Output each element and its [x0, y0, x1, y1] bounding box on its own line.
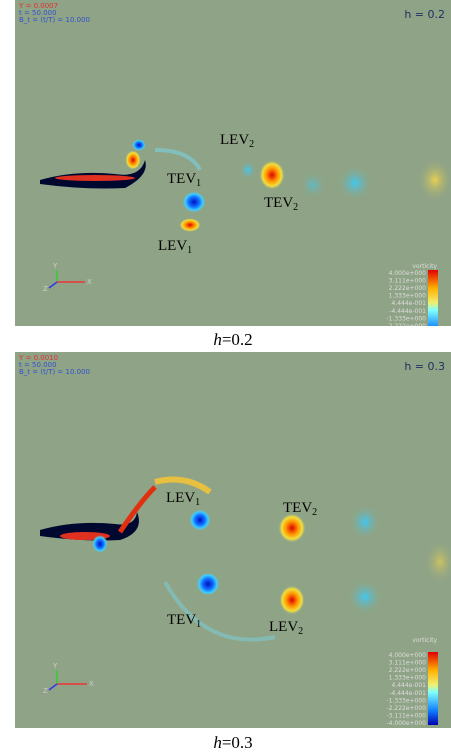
axis-letter: Y	[52, 262, 58, 270]
colorbar-label: -4.000e+000	[386, 720, 426, 727]
label-subscript: 2	[293, 202, 298, 213]
label-subscript: 2	[249, 139, 254, 150]
colorbar-label: -1.333e+000	[386, 315, 426, 322]
label-text: TEV	[283, 500, 312, 516]
label-text: TEV	[264, 195, 293, 211]
caption-value: =0.2	[221, 330, 253, 349]
axis-letter: Z	[43, 687, 48, 695]
colorbar-label: 2.222e+000	[389, 667, 427, 674]
colorbar-label: 1.333e+000	[389, 675, 427, 682]
caption-var: h	[213, 733, 222, 752]
header-line: Y = 0.0007	[18, 2, 58, 10]
colorbar-label: -4.444e-001	[389, 308, 426, 315]
vortex-label: TEV1	[167, 171, 201, 189]
axis-letter: Y	[52, 662, 58, 670]
vortex-label: TEV1	[167, 612, 201, 630]
caption: h=0.2	[15, 330, 451, 350]
vortex-label: LEV2	[269, 619, 303, 637]
h-label: h = 0.3	[404, 360, 445, 373]
label-text: LEV	[269, 619, 298, 635]
axis-letter: X	[87, 278, 92, 286]
label-subscript: 2	[298, 626, 303, 637]
label-subscript: 1	[196, 178, 201, 189]
label-subscript: 2	[312, 507, 317, 518]
h-label: h = 0.2	[404, 8, 445, 21]
label-text: LEV	[220, 132, 249, 148]
colorbar-title: vorticity	[412, 637, 437, 644]
colorbar-label: 2.222e+000	[389, 285, 427, 292]
colorbar-label: 4.000e+000	[389, 270, 427, 277]
caption: h=0.3	[15, 733, 451, 753]
colorbar-label: 4.000e+000	[389, 652, 427, 659]
caption-value: =0.3	[221, 733, 253, 752]
colorbar-label: -3.111e+000	[386, 712, 426, 719]
axis-letter: Z	[43, 285, 48, 293]
colorbar-label: 3.111e+000	[389, 278, 427, 285]
colorbar-label: 3.111e+000	[389, 660, 427, 667]
colorbar-label: 4.444e-001	[392, 300, 427, 307]
colorbar-label: 1.333e+000	[389, 293, 427, 300]
caption-var: h	[213, 330, 222, 349]
header-line: t = 50.000	[19, 361, 57, 369]
header-line: B_t = (t/T) = 10.000	[19, 16, 90, 24]
header-line: Y = 0.0010	[18, 354, 58, 362]
colorbar-label: -4.444e-001	[389, 690, 426, 697]
label-text: TEV	[167, 171, 196, 187]
header-line: B_t = (t/T) = 10.000	[19, 368, 90, 376]
colorbar-label: -2.222e+000	[386, 323, 426, 326]
vortex-label: LEV2	[220, 132, 254, 150]
vortex-label: TEV2	[264, 195, 298, 213]
colorbar-label: -2.222e+000	[386, 705, 426, 712]
vortex-label: LEV1	[166, 490, 200, 508]
vortex-label: TEV2	[283, 500, 317, 518]
label-subscript: 1	[196, 619, 201, 630]
label-text: LEV	[158, 238, 187, 254]
colorbar-label: 4.444e-001	[392, 682, 427, 689]
header-line: t = 50.000	[19, 9, 57, 17]
label-subscript: 1	[195, 497, 200, 508]
label-text: LEV	[166, 490, 195, 506]
colorbar-title: vorticity	[412, 263, 437, 270]
axis-letter: X	[89, 680, 94, 688]
vortex-label: LEV1	[158, 238, 192, 256]
label-subscript: 1	[187, 245, 192, 256]
label-text: TEV	[167, 612, 196, 628]
colorbar-label: -1.333e+000	[386, 697, 426, 704]
